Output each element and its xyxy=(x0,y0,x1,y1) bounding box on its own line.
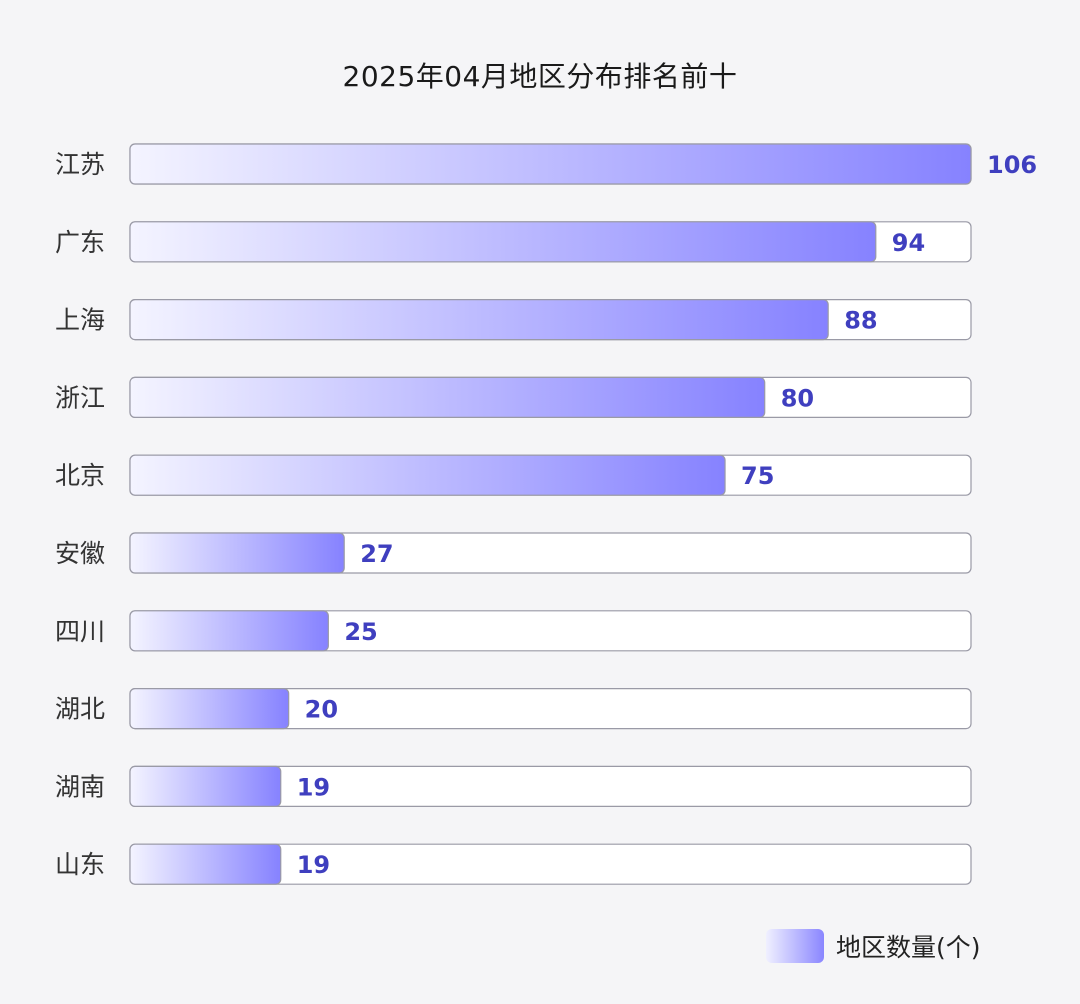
bar xyxy=(129,299,829,341)
bar-row-3: 浙江 80 xyxy=(55,376,972,418)
bar xyxy=(129,532,345,574)
bar xyxy=(129,143,972,185)
value-label: 75 xyxy=(741,462,774,490)
bar-row-6: 四川 25 xyxy=(55,610,972,652)
legend-label: 地区数量(个) xyxy=(836,933,981,962)
bar-row-0: 江苏 106 xyxy=(55,143,1037,185)
value-label: 19 xyxy=(297,851,330,879)
value-label: 94 xyxy=(892,229,925,257)
category-label: 山东 xyxy=(55,850,105,879)
chart-title: 2025年04月地区分布排名前十 xyxy=(342,60,738,93)
bar xyxy=(129,843,282,885)
value-label: 80 xyxy=(781,384,814,412)
legend: 地区数量(个) xyxy=(766,928,981,964)
category-label: 上海 xyxy=(55,306,105,335)
value-label: 20 xyxy=(305,696,338,724)
bar-row-4: 北京 75 xyxy=(55,454,972,496)
bar-row-7: 湖北 20 xyxy=(55,687,972,730)
value-label: 19 xyxy=(297,773,330,801)
bar-row-5: 安徽 27 xyxy=(55,532,972,574)
legend-swatch xyxy=(766,929,824,963)
category-label: 广东 xyxy=(55,228,105,257)
category-label: 安徽 xyxy=(55,539,105,568)
category-label: 江苏 xyxy=(55,150,105,179)
value-label: 106 xyxy=(987,151,1037,179)
bar xyxy=(129,376,766,418)
category-label: 浙江 xyxy=(55,383,105,412)
bar xyxy=(129,687,290,730)
category-label: 湖北 xyxy=(55,695,105,724)
category-label: 四川 xyxy=(55,617,105,646)
bar xyxy=(129,765,282,808)
bar-row-8: 湖南 19 xyxy=(55,765,972,808)
category-label: 北京 xyxy=(55,461,105,490)
bar-row-1: 广东 94 xyxy=(55,221,972,263)
value-label: 27 xyxy=(360,540,393,568)
bar-row-9: 山东 19 xyxy=(55,843,972,885)
value-label: 25 xyxy=(344,618,377,646)
value-label: 88 xyxy=(844,307,877,335)
bar xyxy=(129,610,329,652)
bar xyxy=(129,221,877,263)
category-label: 湖南 xyxy=(55,772,105,801)
bar-row-2: 上海 88 xyxy=(55,299,972,341)
bar xyxy=(129,454,726,496)
bar-rows: 江苏 106 广东 94 上海 88 浙江 80 北京 75 安徽 27 四川 25 湖北 20 湖南 19 山东 1… xyxy=(55,143,1037,885)
